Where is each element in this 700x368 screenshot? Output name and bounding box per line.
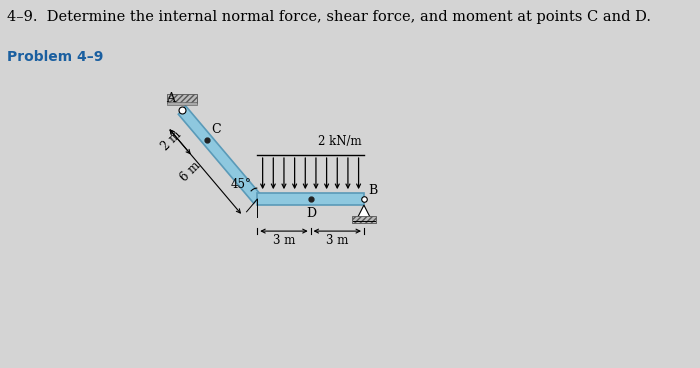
Text: 3 m: 3 m bbox=[326, 234, 349, 247]
Bar bbox=[167, 94, 197, 103]
Text: C: C bbox=[211, 123, 221, 136]
Bar bbox=[352, 216, 376, 223]
Text: 2 m: 2 m bbox=[159, 128, 183, 153]
Bar bbox=[167, 102, 197, 105]
Text: A: A bbox=[166, 92, 175, 105]
Text: 45°: 45° bbox=[230, 178, 251, 191]
Polygon shape bbox=[178, 106, 261, 204]
Polygon shape bbox=[258, 193, 364, 205]
Text: B: B bbox=[368, 184, 377, 197]
Text: 2 kN/m: 2 kN/m bbox=[318, 135, 362, 148]
Polygon shape bbox=[356, 205, 372, 220]
Text: 6 m: 6 m bbox=[178, 159, 203, 184]
Text: 4–9.  Determine the internal normal force, shear force, and moment at points C a: 4–9. Determine the internal normal force… bbox=[7, 10, 651, 24]
Text: Problem 4–9: Problem 4–9 bbox=[7, 50, 103, 64]
Text: 3 m: 3 m bbox=[273, 234, 295, 247]
Text: D: D bbox=[307, 207, 316, 220]
